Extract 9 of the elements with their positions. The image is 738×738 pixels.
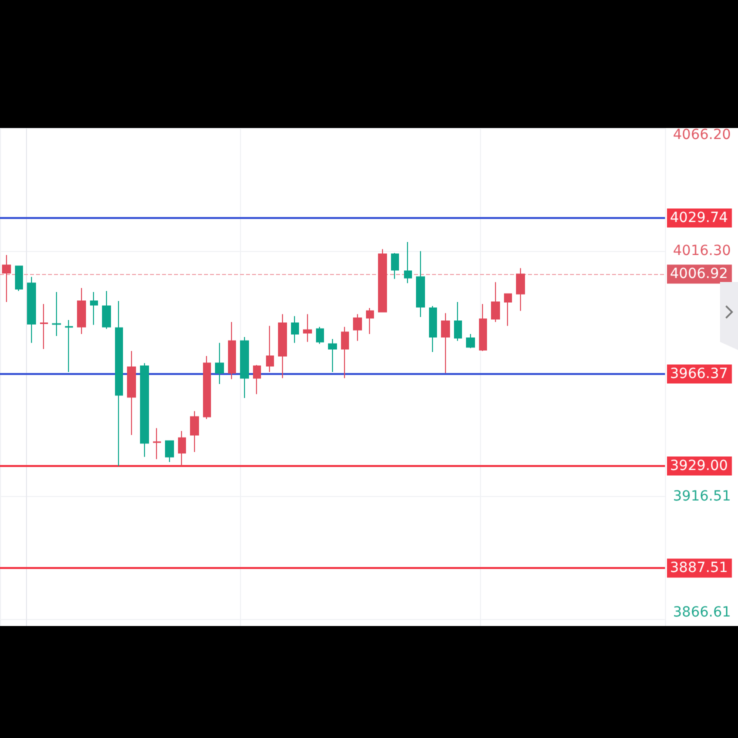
- ref-line-label: 4006.92: [670, 266, 728, 282]
- ref-line-label: 3929.00: [670, 458, 728, 474]
- y-tick-label: 3866.61: [673, 604, 731, 621]
- y-tick-label: 3916.51: [673, 488, 731, 505]
- y-tick-label: 4016.30: [673, 243, 731, 260]
- ref-line-label: 3966.37: [670, 366, 728, 382]
- ref-line-label: 4029.74: [670, 210, 728, 226]
- ref-line-label: 3887.51: [670, 560, 728, 576]
- y-tick-label: 4066.20: [673, 127, 731, 144]
